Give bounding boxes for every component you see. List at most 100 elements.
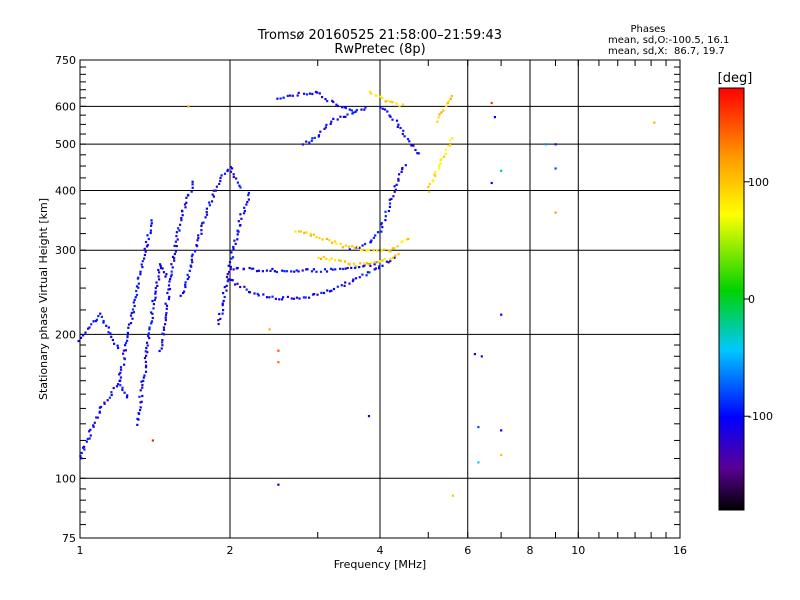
data-point [77, 339, 80, 343]
data-point [195, 244, 198, 247]
data-point [129, 322, 133, 325]
data-point [237, 220, 240, 223]
data-point [111, 338, 114, 342]
data-point [500, 169, 503, 172]
data-point [169, 278, 172, 281]
data-point [356, 246, 359, 249]
data-point [387, 249, 390, 252]
data-point [277, 361, 280, 364]
data-point [363, 108, 366, 111]
data-point [364, 242, 367, 246]
data-point [351, 280, 354, 283]
data-point [363, 264, 366, 267]
data-point [383, 258, 386, 261]
x-tick-label: 10 [571, 544, 585, 557]
data-point [388, 202, 392, 205]
data-point [236, 238, 239, 241]
data-point [343, 106, 346, 109]
data-point [150, 219, 153, 222]
data-point [395, 183, 398, 186]
data-point [368, 271, 371, 274]
data-point [239, 186, 242, 189]
data-point [298, 230, 301, 233]
data-point [269, 269, 272, 272]
data-point [89, 428, 92, 431]
data-point [94, 320, 98, 323]
data-point [319, 257, 323, 261]
colorbar-tick-label: 100 [748, 176, 769, 189]
data-point [401, 240, 404, 243]
data-point [119, 368, 123, 371]
data-point [223, 172, 227, 175]
data-point [396, 245, 399, 248]
data-point [653, 121, 656, 124]
data-point [168, 295, 171, 298]
data-point [108, 396, 111, 399]
data-point [164, 314, 168, 317]
data-point [184, 283, 187, 286]
data-point [282, 96, 285, 99]
data-point [223, 295, 226, 299]
data-point [191, 180, 194, 183]
data-point [217, 319, 220, 322]
data-point [124, 341, 128, 345]
data-point [395, 102, 398, 105]
data-point [256, 292, 259, 295]
data-point [202, 221, 205, 224]
data-point [315, 236, 318, 239]
data-point [167, 288, 170, 291]
data-point [150, 311, 153, 314]
data-point [212, 195, 215, 198]
data-point [261, 270, 264, 273]
plot-grid [80, 60, 680, 538]
data-point [305, 140, 308, 143]
data-point [137, 412, 140, 415]
data-point [145, 341, 149, 344]
data-point [158, 278, 161, 281]
data-point [434, 174, 437, 177]
data-point [132, 301, 135, 304]
data-point [243, 210, 246, 213]
data-point [148, 337, 151, 340]
data-point [177, 227, 180, 230]
y-tick-label: 100 [55, 472, 76, 485]
data-point [93, 421, 96, 424]
data-point [385, 260, 388, 263]
data-point [309, 232, 312, 235]
data-point [200, 232, 203, 235]
data-point [205, 211, 208, 214]
data-point [221, 312, 224, 315]
data-point [245, 203, 248, 206]
phase-stats-o: mean, sd,O:-100.5, 16.1 [608, 35, 729, 46]
data-point [283, 270, 286, 273]
data-point [117, 383, 120, 386]
data-point [554, 167, 557, 170]
colorbar-tick-label: -100 [748, 410, 773, 423]
data-point [336, 118, 339, 121]
data-point [170, 263, 173, 266]
data-point [335, 103, 338, 106]
data-point [383, 108, 387, 111]
data-point [376, 261, 379, 264]
data-point [140, 380, 143, 383]
data-point [130, 311, 133, 315]
data-point [451, 494, 454, 497]
data-point [375, 94, 378, 97]
data-point [229, 265, 232, 268]
data-point [391, 256, 394, 259]
data-point [126, 339, 129, 342]
data-point [156, 284, 159, 287]
data-point [243, 285, 246, 288]
data-point [117, 346, 120, 350]
data-point [339, 115, 342, 118]
x-tick-label: 6 [464, 544, 471, 557]
data-point [238, 184, 241, 187]
data-point [229, 268, 232, 271]
data-point [427, 185, 430, 188]
data-point [374, 267, 378, 270]
data-point [338, 259, 341, 262]
data-point [354, 110, 357, 113]
data-point [330, 120, 333, 123]
data-point [308, 92, 311, 95]
data-point [99, 405, 103, 409]
